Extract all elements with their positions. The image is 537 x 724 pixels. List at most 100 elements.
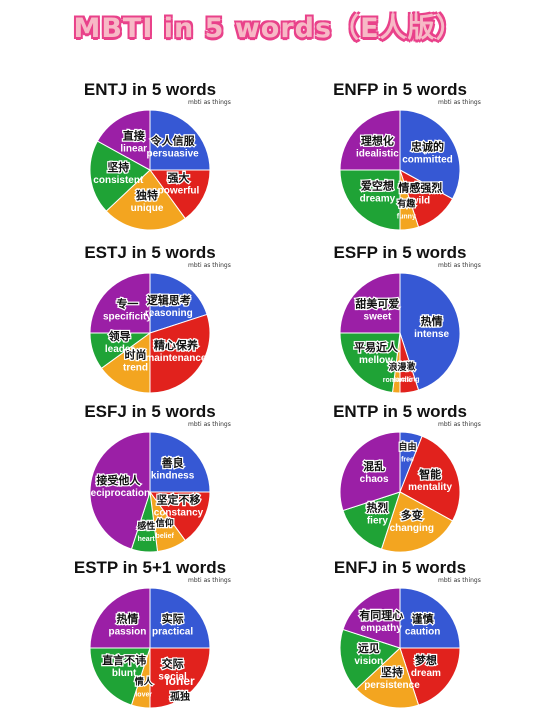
pie-slice-kindness [149, 431, 211, 493]
slice-label-cn: 领导 [108, 329, 131, 343]
slice-label-en: reasoning [145, 308, 193, 319]
slice-label-cn: 善良 [162, 455, 184, 469]
slice-label-cn: 感性 [137, 520, 155, 532]
pie-slice-practical [149, 587, 211, 649]
slice-label-en: specificity [103, 311, 152, 322]
slice-label-en: consistent [93, 175, 144, 186]
extra-label-en: loner [165, 674, 195, 688]
slice-label-cn: 专一 [116, 296, 138, 310]
slice-label-cn: 坚定不移 [157, 493, 201, 507]
slice-label-cn: 强大 [168, 171, 190, 185]
slice-label-cn: 直言不讳 [102, 653, 146, 667]
pie-slice-sweet [339, 272, 401, 334]
slice-label-cn: 多变 [401, 508, 423, 522]
slice-label-cn: 独特 [135, 188, 158, 202]
card-enfp: ENFP in 5 words mbti as things 忠诚的 committe… [290, 80, 510, 240]
card-estj: ESTJ in 5 words mbti as things 逻辑思考 reasoni… [40, 243, 260, 403]
pie-slice-idealistic [339, 109, 401, 171]
pie-slice-reciprocation [89, 431, 151, 550]
slice-label-cn: 热情 [116, 611, 138, 625]
slice-label-cn: 有趣 [397, 198, 416, 210]
slice-label-cn: 实际 [162, 611, 184, 625]
pie-slice-mellow [339, 332, 401, 394]
pie-slice-empathy [342, 587, 401, 649]
slice-label-en: persistence [364, 680, 420, 691]
slice-label-cn: 信仰 [156, 517, 174, 529]
pie-slice-persistence [355, 647, 420, 709]
pie-slice-blunt [89, 647, 151, 706]
slice-label-en: wild [410, 196, 430, 207]
card-title: ESFP in 5 words [333, 243, 467, 262]
slice-label-en: mellow [359, 355, 393, 366]
card-esfj: ESFJ in 5 words mbti as things 善良 kindness 坚… [40, 402, 260, 562]
slice-label-en: persuasive [146, 148, 199, 159]
page-title: MBTI in 5 words（E人版） [73, 13, 464, 44]
slice-label-cn: 坚持 [107, 160, 129, 174]
watermark: mbti as things [438, 577, 481, 584]
card-title: ENFP in 5 words [333, 80, 467, 99]
slice-label-cn: 远见 [358, 642, 380, 655]
slice-label-en: romantic [383, 377, 413, 384]
slice-label-cn: 热情 [421, 314, 443, 328]
card-entp: ENTP in 5 words mbti as things 自由 free 智能 men… [290, 402, 510, 562]
card-title: ESTJ in 5 words [84, 243, 216, 262]
slice-label-en: kindness [151, 470, 195, 481]
pie-slice-social [149, 647, 211, 709]
card-title: ENFJ in 5 words [333, 558, 467, 577]
slice-label-en: blunt [112, 668, 137, 679]
slice-label-cn: 时尚 [125, 348, 147, 362]
slice-label-cn: 平易近人 [354, 340, 399, 354]
pie-slice-reasoning [149, 272, 208, 334]
slice-label-cn: 直接 [123, 129, 145, 143]
slice-label-en: sweet [364, 311, 392, 322]
slice-label-cn: 交际 [162, 657, 184, 671]
slice-label-en: lover [135, 692, 152, 699]
slice-label-en: dream [411, 668, 441, 679]
slice-label-en: trend [123, 363, 148, 374]
slice-label-cn: 谨慎 [412, 611, 434, 625]
watermark: mbti as things [438, 262, 481, 269]
slice-label-cn: 令人信服 [150, 133, 196, 147]
slice-label-en: dreamy [360, 194, 396, 205]
pie-slice-changing [380, 491, 454, 553]
pie-slice-linear [96, 109, 151, 171]
slice-label-en: powerful [158, 186, 200, 197]
slice-label-cn: 甜美可爱 [355, 296, 399, 310]
watermark: mbti as things [438, 99, 481, 106]
slice-label-cn: 自由 [398, 441, 416, 453]
pie-slice-committed [399, 109, 461, 200]
slice-label-cn: 梦想 [415, 653, 437, 667]
extra-label-cn: 孤独 [170, 690, 190, 703]
slice-label-cn: 坚持 [381, 665, 403, 679]
card-title: ENTJ in 5 words [83, 80, 217, 99]
slice-label-cn: 逻辑思考 [147, 293, 191, 307]
slice-label-en: belief [156, 533, 175, 540]
slice-label-cn: 浪漫 [388, 361, 407, 373]
slice-label-en: empathy [361, 623, 403, 634]
pie-slice-dreamy [339, 169, 401, 231]
slice-label-en: funny [397, 214, 416, 221]
slice-label-en: leader [105, 344, 135, 355]
slice-label-cn: 精心保养 [154, 338, 199, 352]
slice-label-en: fiery [367, 516, 389, 527]
slice-label-cn: 有同理心 [359, 608, 403, 622]
pie-slice-dream [399, 647, 461, 706]
slice-label-cn: 刺激 [396, 361, 415, 373]
card-estp: ESTP in 5+1 words mbti as things 实际 practic… [40, 558, 260, 718]
slice-label-cn: 情感强烈 [398, 181, 442, 195]
watermark: mbti as things [188, 577, 231, 584]
pie-slice-powerful [149, 169, 211, 220]
watermark: mbti as things [188, 99, 231, 106]
slice-label-cn: 混乱 [363, 459, 385, 473]
slice-label-en: chaos [360, 474, 389, 485]
slice-label-en: mentality [408, 482, 452, 493]
pie-slice-intense [399, 272, 461, 391]
slice-label-en: practical [152, 626, 193, 637]
